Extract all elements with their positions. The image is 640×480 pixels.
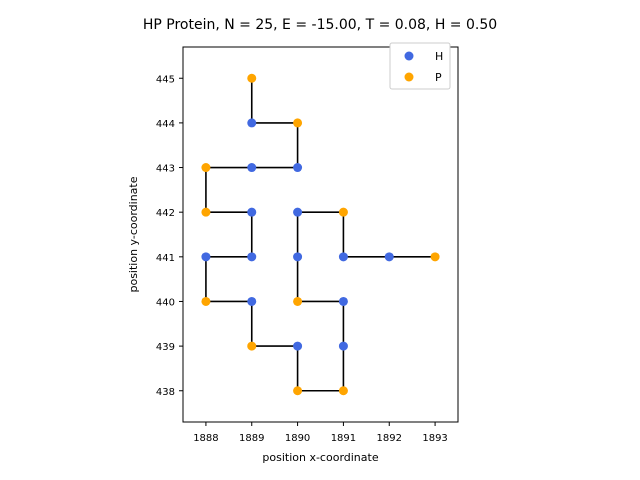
residue-point-p bbox=[338, 207, 348, 217]
residue-point-h bbox=[384, 252, 394, 262]
y-axis-ticks: 438 439 440 441 442 443 444 445 bbox=[156, 74, 183, 398]
x-tick-label: 1893 bbox=[422, 433, 447, 444]
y-tick-label: 442 bbox=[156, 208, 175, 219]
residue-point-h bbox=[293, 207, 303, 217]
residue-point-h bbox=[338, 252, 348, 262]
y-tick-label: 443 bbox=[156, 164, 175, 175]
x-tick-label: 1892 bbox=[377, 433, 402, 444]
residue-point-p bbox=[247, 73, 257, 83]
legend-marker-p bbox=[404, 72, 414, 82]
x-axis-label: position x-coordinate bbox=[262, 451, 378, 464]
y-axis-label: position y-coordinate bbox=[127, 176, 140, 292]
residue-point-p bbox=[201, 163, 211, 173]
residue-point-p bbox=[201, 207, 211, 217]
point-layer bbox=[201, 73, 440, 396]
x-tick-label: 1890 bbox=[285, 433, 310, 444]
residue-point-p bbox=[293, 118, 303, 128]
x-axis-ticks: 1888 1889 1890 1891 1892 1893 bbox=[193, 422, 448, 444]
x-tick-label: 1889 bbox=[239, 433, 264, 444]
residue-point-h bbox=[201, 252, 211, 262]
residue-point-h bbox=[247, 163, 257, 173]
chart-title: HP Protein, N = 25, E = -15.00, T = 0.08… bbox=[143, 17, 497, 33]
plot-area bbox=[183, 47, 458, 422]
residue-point-h bbox=[338, 296, 348, 306]
residue-point-h bbox=[293, 341, 303, 351]
y-tick-label: 441 bbox=[156, 253, 175, 264]
y-tick-label: 439 bbox=[156, 342, 175, 353]
legend-label-p: P bbox=[435, 71, 442, 84]
residue-point-p bbox=[293, 296, 303, 306]
y-tick-label: 444 bbox=[156, 119, 175, 130]
legend-marker-h bbox=[404, 51, 414, 61]
residue-point-p bbox=[247, 341, 257, 351]
legend: H P bbox=[389, 42, 451, 90]
x-tick-label: 1888 bbox=[193, 433, 218, 444]
residue-point-h bbox=[293, 163, 303, 173]
residue-point-h bbox=[293, 252, 303, 262]
y-tick-label: 440 bbox=[156, 297, 175, 308]
residue-point-h bbox=[247, 118, 257, 128]
residue-point-h bbox=[247, 207, 257, 217]
residue-point-p bbox=[430, 252, 440, 262]
legend-label-h: H bbox=[435, 50, 443, 63]
residue-point-h bbox=[247, 252, 257, 262]
y-tick-label: 445 bbox=[156, 74, 175, 85]
residue-point-p bbox=[338, 386, 348, 396]
x-tick-label: 1891 bbox=[331, 433, 356, 444]
y-tick-label: 438 bbox=[156, 387, 175, 398]
residue-point-h bbox=[338, 341, 348, 351]
chain-layer bbox=[205, 78, 436, 392]
residue-point-p bbox=[293, 386, 303, 396]
plot-frame bbox=[182, 46, 459, 423]
residue-point-h bbox=[247, 296, 257, 306]
residue-point-p bbox=[201, 296, 211, 306]
